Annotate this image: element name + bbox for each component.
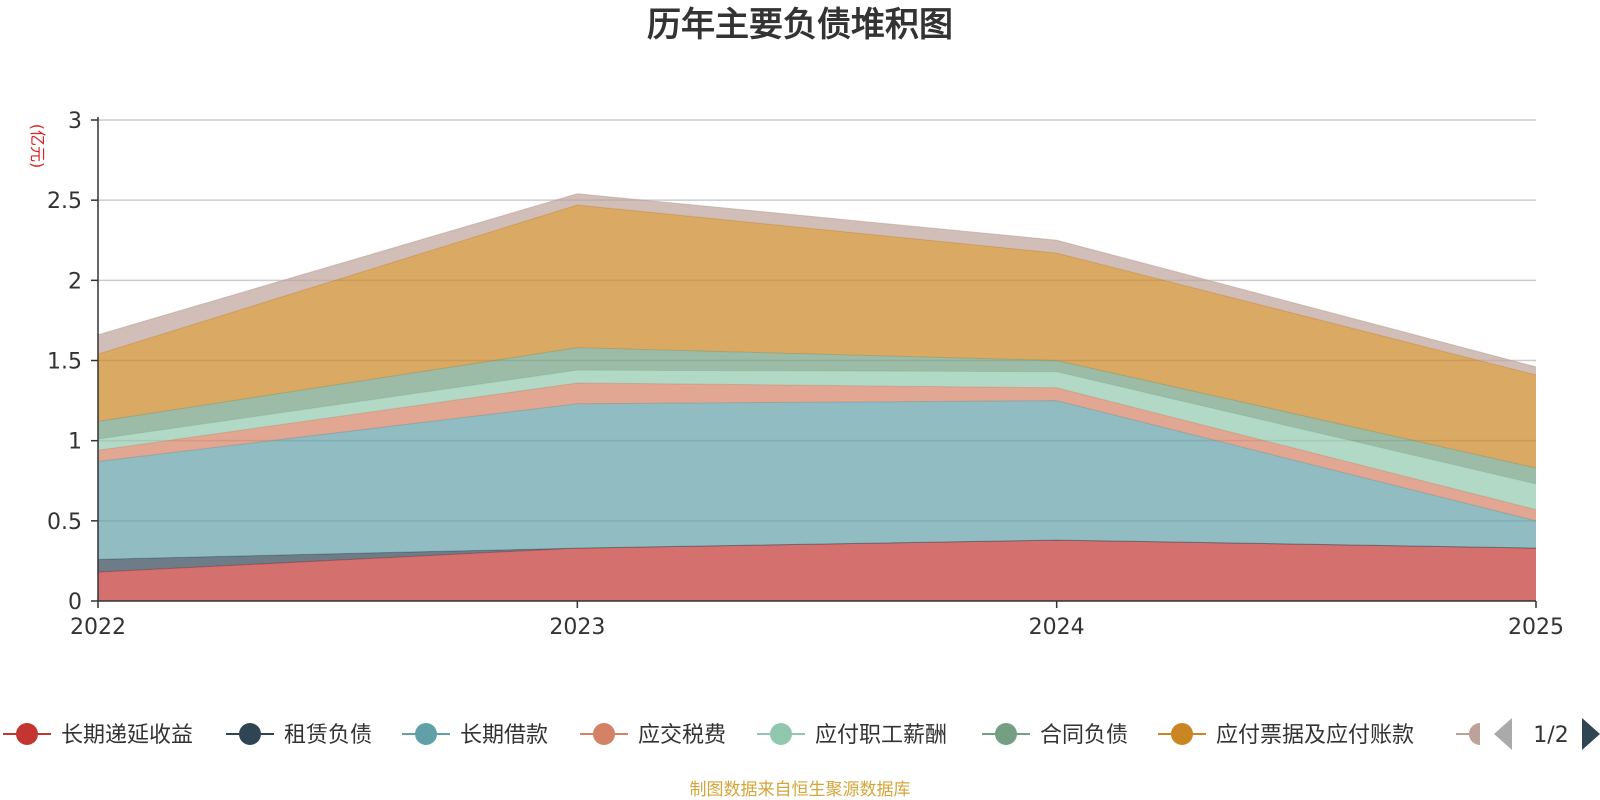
x-tick-label: 2024 bbox=[1029, 615, 1085, 640]
legend-label: 租赁负债 bbox=[284, 723, 372, 748]
legend-item-6[interactable]: 应付票据及应付账款 bbox=[1158, 723, 1414, 748]
y-tick-label: 2 bbox=[68, 269, 82, 294]
area-series-1 bbox=[98, 540, 1536, 573]
area-series-7 bbox=[98, 193, 1536, 375]
legend-marker bbox=[16, 723, 38, 745]
chart-title: 历年主要负债堆积图 bbox=[647, 5, 953, 45]
legend-item-3[interactable]: 应交税费 bbox=[580, 723, 726, 748]
legend-item-5[interactable]: 合同负债 bbox=[982, 723, 1128, 748]
legend-pager[interactable]: 1/2 bbox=[1494, 718, 1600, 750]
legend-item-0[interactable]: 长期递延收益 bbox=[3, 723, 193, 748]
area-series-3 bbox=[98, 382, 1536, 521]
legend-marker bbox=[593, 723, 615, 745]
y-tick-label: 1.5 bbox=[47, 350, 82, 375]
legend-marker bbox=[415, 723, 437, 745]
y-tick-label: 2.5 bbox=[47, 189, 82, 214]
x-tick-label: 2022 bbox=[70, 615, 126, 640]
legend-marker bbox=[239, 723, 261, 745]
y-tick-label: 1 bbox=[68, 430, 82, 455]
area-series bbox=[97, 193, 1537, 601]
area-series-0 bbox=[98, 540, 1536, 601]
legend-label: 合同负债 bbox=[1040, 723, 1128, 748]
axes: 0 0.5 1 1.5 2 2.5 3 2022 2023 2024 2025 bbox=[47, 109, 1564, 640]
legend-label: 应交税费 bbox=[638, 723, 726, 748]
legend-items: 长期递延收益 租赁负债 长期借款 应交税费 应付职工薪酬 合同负债 应付票据及应付账款 bbox=[3, 723, 1504, 748]
legend-marker bbox=[995, 723, 1017, 745]
legend-item-2[interactable]: 长期借款 bbox=[402, 723, 548, 748]
legend-item-4[interactable]: 应付职工薪酬 bbox=[757, 723, 947, 748]
y-tick-label: 0 bbox=[68, 590, 82, 615]
legend-marker bbox=[1171, 723, 1193, 745]
legend-label: 应付职工薪酬 bbox=[815, 723, 947, 748]
data-source-note: 制图数据来自恒生聚源数据库 bbox=[690, 780, 911, 800]
legend[interactable]: 长期递延收益 租赁负债 长期借款 应交税费 应付职工薪酬 合同负债 应付票据及应付账款 bbox=[3, 723, 1504, 748]
area-series-edge-7 bbox=[97, 193, 1537, 368]
area-series-4 bbox=[98, 370, 1536, 510]
legend-item-1[interactable]: 租赁负债 bbox=[226, 723, 372, 748]
y-tick-label: 3 bbox=[68, 109, 82, 134]
x-tick-label: 2023 bbox=[549, 615, 605, 640]
y-axis-unit: (亿元) bbox=[28, 124, 47, 169]
next-page-icon[interactable] bbox=[1582, 718, 1600, 750]
x-tick-label: 2025 bbox=[1508, 615, 1564, 640]
y-tick-label: 0.5 bbox=[47, 510, 82, 535]
legend-marker bbox=[1469, 723, 1480, 745]
area-series-2 bbox=[98, 400, 1536, 560]
legend-item-7[interactable] bbox=[1456, 723, 1504, 745]
prev-page-icon[interactable] bbox=[1494, 718, 1512, 750]
legend-label: 长期递延收益 bbox=[61, 723, 193, 748]
legend-page-indicator: 1/2 bbox=[1533, 723, 1568, 748]
area-series-5 bbox=[98, 347, 1536, 484]
legend-marker bbox=[770, 723, 792, 745]
area-series-6 bbox=[98, 204, 1536, 468]
legend-label: 应付票据及应付账款 bbox=[1216, 723, 1414, 748]
legend-label: 长期借款 bbox=[460, 723, 548, 748]
